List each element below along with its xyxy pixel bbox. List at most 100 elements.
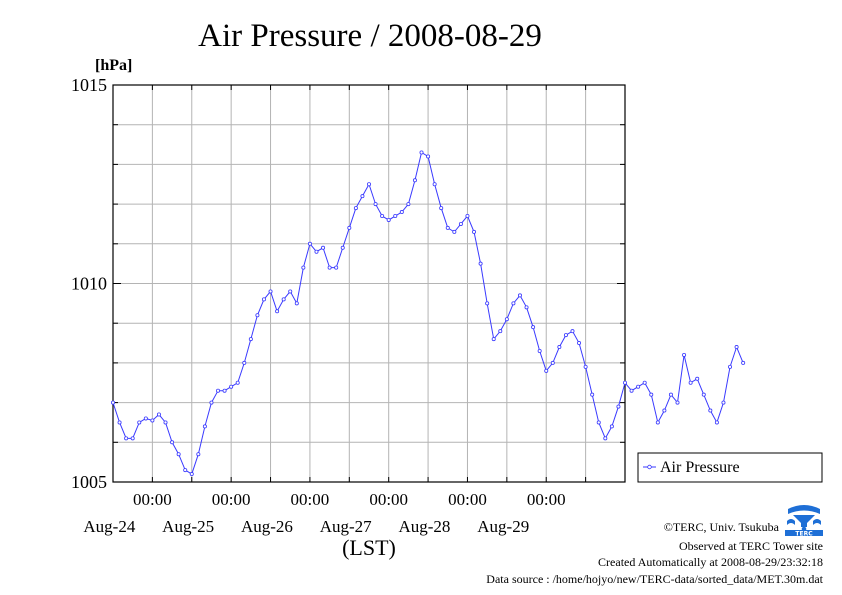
data-point bbox=[741, 360, 746, 365]
data-point bbox=[524, 305, 529, 310]
x-axis-label: (LST) bbox=[342, 535, 396, 560]
data-point bbox=[590, 392, 595, 397]
data-point bbox=[163, 420, 168, 425]
logo-wave-left bbox=[787, 519, 795, 525]
data-point bbox=[261, 297, 266, 302]
data-point bbox=[222, 388, 227, 393]
data-point bbox=[111, 400, 116, 405]
data-point bbox=[458, 221, 463, 226]
data-point bbox=[695, 376, 700, 381]
data-point bbox=[321, 245, 326, 250]
credit-created: Created Automatically at 2008-08-29/23:3… bbox=[598, 555, 823, 569]
data-point bbox=[268, 289, 273, 294]
y-tick-label: 1005 bbox=[71, 472, 107, 492]
x-tick-time-label: 00:00 bbox=[369, 490, 408, 509]
data-point bbox=[682, 352, 687, 357]
data-point bbox=[255, 313, 260, 318]
x-tick-day-label: Aug-28 bbox=[398, 517, 450, 536]
data-point bbox=[170, 440, 175, 445]
data-point bbox=[393, 214, 398, 219]
data-point bbox=[156, 412, 161, 417]
data-point bbox=[143, 416, 148, 421]
chart-title: Air Pressure / 2008-08-29 bbox=[198, 18, 542, 54]
data-point bbox=[511, 301, 516, 306]
data-point bbox=[406, 202, 411, 207]
data-point bbox=[248, 337, 253, 342]
x-tick-day-label: Aug-27 bbox=[320, 517, 372, 536]
x-tick-day-label: Aug-26 bbox=[241, 517, 293, 536]
x-tick-day-label: Aug-25 bbox=[162, 517, 214, 536]
data-point bbox=[216, 388, 221, 393]
data-point bbox=[577, 341, 582, 346]
tick-layer bbox=[113, 84, 625, 483]
data-point bbox=[347, 225, 352, 230]
logo-text: TERC bbox=[795, 531, 813, 538]
data-point bbox=[655, 420, 660, 425]
data-point bbox=[504, 317, 509, 322]
data-point bbox=[314, 249, 319, 254]
legend-box bbox=[637, 452, 823, 483]
x-tick-time-label: 00:00 bbox=[133, 490, 172, 509]
data-point bbox=[714, 420, 719, 425]
data-point bbox=[445, 225, 450, 230]
y-tick-label: 1015 bbox=[71, 75, 107, 95]
data-point bbox=[281, 297, 286, 302]
x-tick-time-label: 00:00 bbox=[291, 490, 330, 509]
data-point bbox=[419, 150, 424, 155]
data-point bbox=[439, 206, 444, 211]
data-point bbox=[235, 380, 240, 385]
y-axis-unit-label: [hPa] bbox=[95, 57, 132, 74]
x-tick-labels: 00:00 Aug-24 00:00 Aug-25 00:00 Aug-26 00:00 Au… bbox=[83, 490, 565, 536]
credit-copyright: ©TERC, Univ. Tsukuba bbox=[664, 520, 780, 534]
logo-wave-right bbox=[813, 519, 821, 525]
data-point bbox=[557, 345, 562, 350]
data-point bbox=[623, 380, 628, 385]
data-point bbox=[642, 380, 647, 385]
grid-layer bbox=[113, 85, 625, 482]
data-point bbox=[124, 436, 129, 441]
data-point bbox=[288, 289, 293, 294]
data-point bbox=[412, 178, 417, 183]
data-point bbox=[137, 420, 142, 425]
data-point bbox=[636, 384, 641, 389]
data-point bbox=[229, 384, 234, 389]
data-point bbox=[130, 436, 135, 441]
data-point bbox=[609, 424, 614, 429]
data-point bbox=[708, 408, 713, 413]
data-point bbox=[275, 309, 280, 314]
data-point bbox=[307, 241, 312, 246]
data-point bbox=[117, 420, 122, 425]
data-point bbox=[399, 210, 404, 215]
data-point bbox=[478, 261, 483, 266]
data-point bbox=[189, 472, 194, 477]
data-point bbox=[721, 400, 726, 405]
data-point bbox=[485, 301, 490, 306]
data-point bbox=[386, 217, 391, 222]
y-tick-labels: 1005 1010 1015 bbox=[71, 75, 107, 492]
x-tick-time-label: 00:00 bbox=[212, 490, 251, 509]
data-point bbox=[334, 265, 339, 270]
data-point bbox=[452, 229, 457, 234]
data-point bbox=[531, 325, 536, 330]
data-point bbox=[662, 408, 667, 413]
series-layer bbox=[111, 150, 746, 477]
data-point bbox=[327, 265, 332, 270]
data-point bbox=[537, 348, 542, 353]
data-point bbox=[629, 388, 634, 393]
data-point bbox=[583, 364, 588, 369]
data-point bbox=[176, 452, 181, 457]
data-point bbox=[668, 392, 673, 397]
credit-source: Data source : /home/hojyo/new/TERC-data/… bbox=[486, 572, 823, 586]
data-point bbox=[380, 214, 385, 219]
data-point bbox=[340, 245, 345, 250]
credit-observed: Observed at TERC Tower site bbox=[679, 539, 823, 553]
data-point bbox=[517, 293, 522, 298]
data-point bbox=[301, 265, 306, 270]
data-point bbox=[550, 360, 555, 365]
terc-logo-icon: TERC bbox=[785, 503, 823, 538]
data-point bbox=[616, 404, 621, 409]
data-point bbox=[472, 229, 477, 234]
data-point bbox=[294, 301, 299, 306]
